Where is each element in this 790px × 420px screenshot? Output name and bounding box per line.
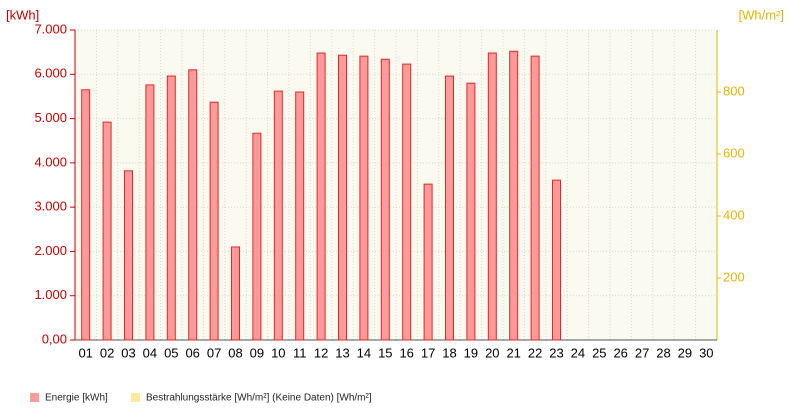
y-axis-label: [kWh] bbox=[6, 7, 39, 22]
x-tick-label: 08 bbox=[228, 345, 242, 360]
x-tick-label: 04 bbox=[143, 345, 157, 360]
legend-label: Bestrahlungsstärke [Wh/m²] (Keine Daten)… bbox=[146, 393, 372, 404]
x-tick-label: 06 bbox=[185, 345, 199, 360]
x-tick-label: 18 bbox=[442, 345, 456, 360]
y2-axis-label: [Wh/m²] bbox=[739, 7, 785, 22]
legend-swatch bbox=[30, 393, 39, 402]
x-tick-label: 17 bbox=[421, 345, 435, 360]
x-tick-label: 19 bbox=[464, 345, 478, 360]
bar bbox=[466, 82, 476, 341]
x-tick-label: 09 bbox=[250, 345, 264, 360]
x-tick-label: 15 bbox=[378, 345, 392, 360]
x-tick-label: 14 bbox=[357, 345, 371, 360]
x-tick-label: 10 bbox=[271, 345, 285, 360]
x-tick-label: 30 bbox=[699, 345, 713, 360]
bar bbox=[295, 91, 305, 341]
y-tick-label: 0,00 bbox=[42, 331, 67, 346]
bar bbox=[81, 89, 91, 341]
x-tick-label: 20 bbox=[485, 345, 499, 360]
bar bbox=[231, 246, 240, 341]
y-tick-label: 2.000 bbox=[34, 243, 67, 258]
y-tick-label: 1.000 bbox=[34, 287, 67, 302]
x-tick-label: 23 bbox=[549, 345, 563, 360]
legend-swatch bbox=[131, 393, 140, 402]
x-tick-label: 27 bbox=[635, 345, 649, 360]
x-tick-label: 07 bbox=[207, 345, 221, 360]
bar bbox=[530, 55, 540, 341]
bar bbox=[145, 84, 155, 341]
x-tick-label: 26 bbox=[613, 345, 627, 360]
x-tick-label: 25 bbox=[592, 345, 606, 360]
x-tick-label: 28 bbox=[656, 345, 670, 360]
y2-tick-label: 600 bbox=[723, 145, 745, 160]
y-tick-label: 5.000 bbox=[34, 110, 67, 125]
x-tick-label: 21 bbox=[506, 345, 520, 360]
x-tick-label: 11 bbox=[293, 345, 307, 360]
x-tick-label: 29 bbox=[678, 345, 692, 360]
bar bbox=[445, 75, 454, 341]
y2-tick-label: 800 bbox=[723, 83, 745, 98]
bar bbox=[380, 58, 390, 341]
x-tick-label: 16 bbox=[399, 345, 413, 360]
bar bbox=[338, 54, 347, 341]
x-tick-label: 24 bbox=[571, 345, 585, 360]
x-tick-label: 13 bbox=[335, 345, 349, 360]
y2-tick-label: 200 bbox=[723, 269, 745, 284]
bar bbox=[316, 52, 326, 341]
x-tick-label: 02 bbox=[100, 345, 114, 360]
bar bbox=[359, 55, 369, 341]
y-tick-label: 4.000 bbox=[34, 154, 67, 169]
bar bbox=[166, 75, 176, 341]
bar bbox=[509, 50, 519, 341]
bar bbox=[552, 179, 561, 341]
bar bbox=[102, 121, 112, 341]
y-tick-label: 6.000 bbox=[34, 66, 67, 81]
bar bbox=[188, 69, 198, 341]
bar bbox=[402, 63, 412, 341]
bar bbox=[124, 170, 133, 341]
legend-label: Energie [kWh] bbox=[45, 393, 108, 404]
bar bbox=[252, 132, 262, 341]
x-tick-label: 03 bbox=[121, 345, 135, 360]
bar bbox=[273, 90, 283, 341]
x-tick-label: 01 bbox=[78, 345, 92, 360]
y2-tick-label: 400 bbox=[723, 207, 745, 222]
x-tick-label: 12 bbox=[314, 345, 328, 360]
y-tick-label: 3.000 bbox=[34, 199, 67, 214]
x-tick-label: 22 bbox=[528, 345, 542, 360]
bar bbox=[423, 183, 433, 341]
y-tick-label: 7.000 bbox=[34, 21, 67, 36]
bar bbox=[209, 101, 219, 341]
bar bbox=[487, 52, 497, 341]
x-tick-label: 05 bbox=[164, 345, 178, 360]
